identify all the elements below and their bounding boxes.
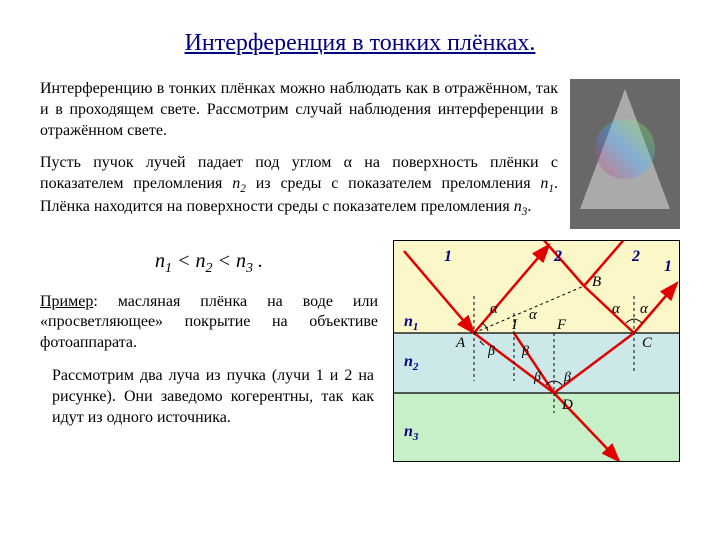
bubble-photo: [570, 79, 680, 229]
alpha-3: α: [612, 301, 621, 317]
alpha-2: α: [529, 307, 538, 323]
raynum-2a: 2: [553, 248, 562, 265]
lower-row: n1 < n2 < n3 . Пример: масляная плёнка н…: [40, 240, 680, 462]
raynum-2b: 2: [631, 248, 640, 265]
ray-diagram: n1 n2 n3: [393, 240, 680, 462]
paragraph-1: Интерференцию в тонких плёнках можно наб…: [40, 79, 558, 141]
beta-1: β: [487, 344, 495, 359]
alpha-1: α: [490, 301, 499, 317]
bubble-triangle-icon: [580, 89, 670, 209]
paragraph-3: Рассмотрим два луча из пучка (лучи 1 и 2…: [40, 366, 378, 428]
alpha-4: α: [640, 301, 649, 317]
pt-C: C: [642, 335, 653, 351]
raynum-1b: 1: [664, 258, 672, 275]
layer-bottom: [394, 393, 679, 461]
pt-B: B: [592, 274, 601, 290]
pt-F: F: [556, 317, 567, 333]
example-paragraph: Пример: масляная плёнка на воде или «про…: [40, 292, 378, 354]
pt-D: D: [561, 397, 573, 413]
page-title: Интерференция в тонких плёнках.: [40, 30, 680, 57]
inequality-formula: n1 < n2 < n3 .: [40, 250, 378, 277]
beta-3: β: [533, 370, 541, 385]
pt-A: A: [455, 335, 466, 351]
raynum-1a: 1: [444, 248, 452, 265]
paragraph-2: Пусть пучок лучей падает под углом α на …: [40, 153, 558, 219]
beta-4: β: [563, 370, 571, 385]
beta-2: β: [521, 344, 529, 359]
intro-row: Интерференцию в тонких плёнках можно наб…: [40, 79, 680, 232]
pt-I: I: [511, 317, 518, 333]
